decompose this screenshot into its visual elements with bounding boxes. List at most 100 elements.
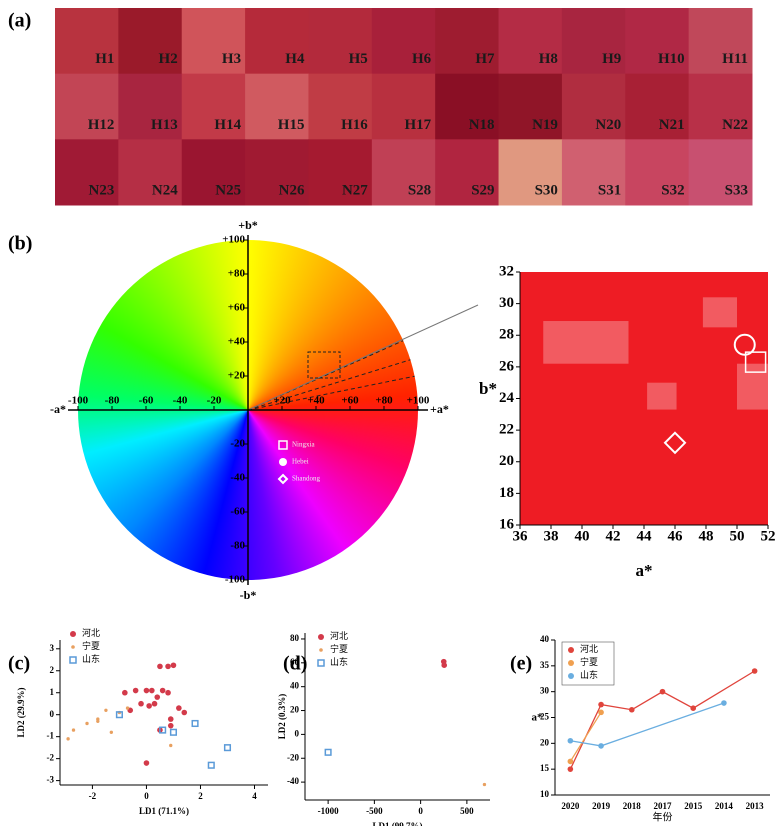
point (149, 688, 155, 694)
point (126, 706, 129, 709)
x-tick-label: 44 (637, 528, 653, 544)
x-tick-label: 40 (575, 528, 590, 544)
y-tick-label: 22 (499, 422, 514, 438)
y-tick-label: 28 (499, 327, 514, 343)
axis-label: -a* (50, 402, 66, 416)
swatch-label: N20 (595, 117, 621, 133)
series-line (570, 712, 601, 761)
legend-marker (568, 673, 574, 679)
y-tick-label: -1 (47, 731, 55, 741)
legend-marker (568, 660, 574, 666)
y-tick-label: 15 (540, 763, 550, 773)
point (160, 688, 166, 694)
point (146, 703, 152, 709)
y-tick-label: 30 (499, 295, 514, 311)
panel-label: (b) (8, 233, 32, 255)
y-tick-label: 1 (50, 687, 55, 697)
x-tick-label: 50 (730, 528, 745, 544)
swatch-label: H16 (341, 117, 368, 133)
swatch-label: S28 (408, 182, 431, 198)
x-tick-label: -80 (105, 395, 120, 407)
y-tick-label: 32 (499, 263, 514, 279)
point (152, 701, 158, 707)
point (85, 722, 88, 725)
x-tick-label: 2014 (715, 801, 734, 811)
point (568, 738, 574, 744)
swatch-label: H8 (539, 51, 558, 67)
x-tick-label: -100 (68, 395, 89, 407)
swatch-label: H1 (95, 51, 114, 67)
axis-label: +b* (238, 218, 258, 232)
legend-label: 河北 (330, 630, 348, 641)
legend-label: Ningxia (292, 441, 315, 449)
point (483, 783, 486, 786)
legend-marker (318, 660, 324, 666)
range-region (647, 383, 676, 410)
y-tick-label: -2 (47, 753, 55, 763)
swatch-label: H3 (222, 51, 241, 67)
panel-label: (a) (8, 10, 31, 32)
x-tick-label: 4 (252, 791, 257, 801)
y-tick-label: -60 (230, 506, 245, 518)
x-axis-label: LD1 (99.7%) (373, 821, 423, 826)
panel-label: (c) (8, 653, 30, 675)
point (144, 688, 150, 694)
swatch-label: N18 (469, 117, 495, 133)
point (169, 744, 172, 747)
legend-marker (279, 441, 287, 449)
x-tick-label: 0 (418, 806, 423, 816)
swatch-label: H10 (658, 51, 685, 67)
y-tick-label: -40 (230, 472, 245, 484)
axis-label: +a* (430, 402, 449, 416)
swatch-label: H13 (151, 117, 178, 133)
legend-label: 宁夏 (82, 640, 100, 651)
y-axis-label: LD2 (0.3%) (277, 694, 287, 740)
x-tick-label: 38 (544, 528, 559, 544)
x-tick-label: +60 (341, 395, 359, 407)
legend-marker (70, 657, 76, 663)
y-tick-label: +40 (228, 336, 246, 348)
legend-marker (279, 458, 287, 466)
point (598, 743, 604, 749)
swatch-label: N25 (215, 182, 241, 198)
point (568, 766, 574, 772)
legend-label: 宁夏 (580, 656, 598, 667)
swatch-label: S31 (598, 182, 621, 198)
chart: (a)H1H2H3H4H5H6H7H8H9H10H11H12H13H14H15H… (0, 0, 776, 826)
x-tick-label: +80 (375, 395, 393, 407)
y-tick-label: 24 (499, 390, 515, 406)
swatch-label: H9 (602, 51, 621, 67)
y-tick-label: -3 (47, 775, 55, 785)
y-tick-label: 40 (540, 634, 550, 644)
y-tick-label: -40 (287, 776, 299, 786)
swatch-label: H11 (722, 51, 748, 67)
point (176, 705, 182, 711)
figure: (a)H1H2H3H4H5H6H7H8H9H10H11H12H13H14H15H… (0, 0, 776, 826)
x-tick-label: 52 (761, 528, 776, 544)
series-line (570, 671, 754, 769)
point (144, 760, 150, 766)
point (122, 690, 128, 696)
swatch-label: H6 (412, 51, 432, 67)
legend-label: 山东 (330, 656, 348, 667)
x-tick-label: 46 (668, 528, 684, 544)
y-tick-label: 10 (540, 789, 550, 799)
panel-label: (e) (510, 653, 532, 675)
x-tick-label: +40 (307, 395, 325, 407)
point (225, 745, 231, 751)
y-tick-label: 20 (499, 453, 514, 469)
x-tick-label: 2020 (561, 801, 580, 811)
y-tick-label: 26 (499, 358, 515, 374)
swatch-label: H14 (214, 117, 241, 133)
y-tick-label: -80 (230, 540, 245, 552)
x-tick-label: 2015 (684, 801, 703, 811)
x-axis-label: 年份 (653, 810, 673, 823)
swatch-label: H5 (349, 51, 368, 67)
x-tick-label: 36 (513, 528, 529, 544)
swatch-label: N22 (722, 117, 748, 133)
y-tick-label: +60 (228, 302, 246, 314)
swatch-label: S29 (471, 182, 494, 198)
swatch-label: H17 (405, 117, 432, 133)
x-tick-label: 2 (198, 791, 203, 801)
swatch-label: S32 (661, 182, 684, 198)
